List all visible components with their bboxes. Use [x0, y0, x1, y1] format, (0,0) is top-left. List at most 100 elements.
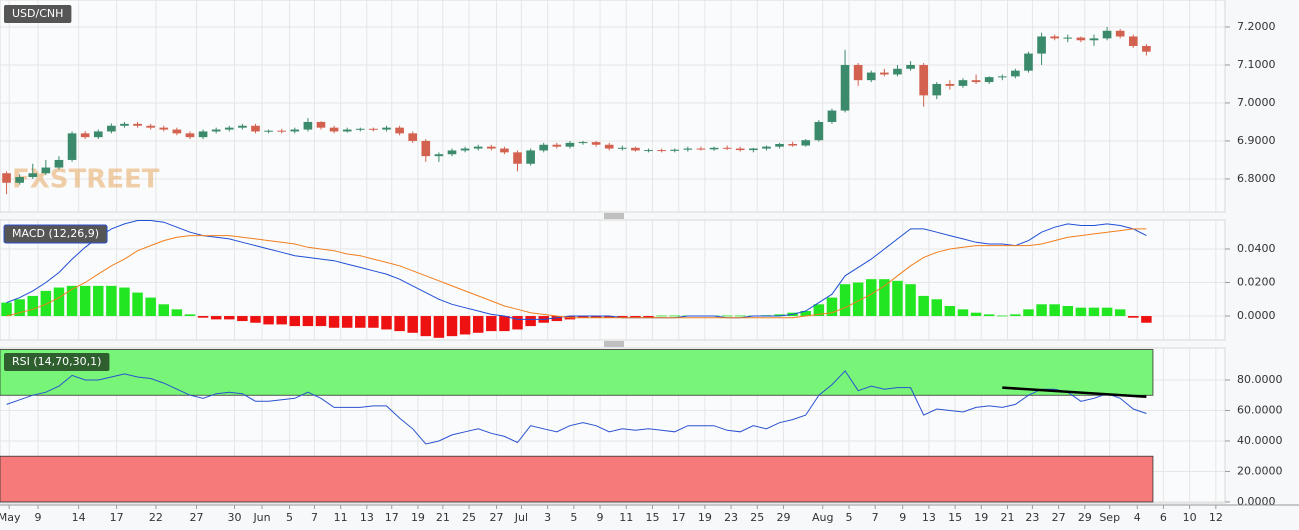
candle-body	[1089, 38, 1099, 41]
candle-body	[224, 127, 234, 130]
x-tick-label: Aug	[812, 511, 833, 524]
candle-body	[434, 154, 444, 157]
histogram-bar	[420, 316, 432, 337]
panel-title: USD/CNH	[4, 5, 72, 23]
histogram-bar	[66, 285, 78, 317]
x-tick-label: 23	[724, 511, 738, 524]
panel-title-box	[4, 5, 72, 23]
x-tick-label: 10	[1183, 511, 1197, 524]
histogram-bar	[499, 316, 510, 332]
histogram-bar	[27, 295, 38, 317]
candle-body	[958, 80, 968, 86]
histogram-bar	[1101, 307, 1113, 317]
candle-body	[853, 64, 863, 81]
candle-body	[775, 143, 784, 147]
histogram-bar	[905, 284, 916, 317]
candle-body	[1102, 30, 1112, 39]
histogram-bar	[1141, 316, 1152, 323]
x-tick-label: 29	[776, 511, 790, 524]
histogram-bar	[210, 316, 222, 320]
panel-title: RSI (14,70,30,1)	[4, 353, 110, 371]
candle-body	[919, 64, 928, 96]
histogram-bar	[721, 315, 733, 317]
candle-body	[159, 127, 169, 130]
y-tick-label: 80.0000	[1237, 373, 1283, 386]
histogram-bar	[472, 316, 484, 333]
histogram-bar	[446, 316, 458, 337]
candle-body	[342, 129, 352, 132]
histogram-bar	[40, 290, 52, 317]
candle-body	[408, 133, 418, 141]
histogram-bar	[79, 285, 91, 317]
candle-body	[1037, 36, 1046, 54]
candle-body	[395, 127, 404, 134]
candle-body	[1128, 36, 1138, 46]
candle-body	[971, 80, 981, 83]
x-tick-label: 23	[1025, 511, 1039, 524]
histogram-bar	[1088, 307, 1100, 317]
histogram-bar	[656, 315, 667, 317]
x-tick-label: 6	[1160, 511, 1167, 524]
histogram-bar	[315, 316, 327, 327]
candle-body	[631, 147, 640, 151]
candle-body	[382, 127, 391, 130]
x-tick-label: 11	[334, 511, 348, 524]
histogram-bar	[486, 316, 497, 332]
candle-body	[1115, 30, 1125, 37]
candle-body	[880, 72, 889, 75]
x-tick-label: 7	[311, 511, 318, 524]
histogram-bar	[250, 316, 261, 323]
y-tick-label: 0.0400	[1237, 242, 1276, 255]
histogram-bar	[1010, 314, 1021, 317]
x-tick-label: 21	[1001, 511, 1015, 524]
histogram-bar	[93, 285, 104, 317]
histogram-bar	[879, 279, 890, 317]
histogram-bar	[669, 315, 680, 317]
candle-body	[80, 133, 90, 138]
histogram-bar	[512, 316, 523, 330]
histogram-bar	[263, 316, 274, 325]
y-tick-label: 6.8000	[1237, 172, 1276, 185]
histogram-bar	[407, 316, 418, 333]
histogram-bar	[957, 309, 969, 317]
candle-body	[1063, 37, 1073, 39]
candle-body	[735, 148, 745, 151]
x-tick-label: 17	[110, 511, 124, 524]
panel-title-text: RSI (14,70,30,1)	[12, 355, 101, 368]
candle-body	[447, 150, 457, 155]
candle-body	[945, 83, 955, 86]
candle-body	[722, 147, 732, 149]
x-tick-label: 5	[570, 511, 577, 524]
x-tick-label: 25	[750, 511, 764, 524]
histogram-bar	[617, 316, 628, 318]
x-tick-label: 5	[845, 511, 852, 524]
trendline	[1002, 386, 1147, 399]
x-tick-label: 9	[597, 511, 604, 524]
candle-body	[526, 150, 535, 164]
candle-body	[670, 149, 680, 151]
candle-body	[316, 121, 326, 128]
candle-body	[683, 148, 693, 150]
x-tick-label: May	[0, 511, 21, 524]
x-tick-label: 21	[436, 511, 450, 524]
candle-body	[827, 110, 837, 122]
candle-body	[198, 131, 208, 138]
histogram-bar	[289, 316, 301, 327]
histogram-bar	[158, 304, 170, 317]
candle-body	[41, 167, 51, 174]
histogram-bar	[341, 316, 353, 328]
histogram-bar	[145, 297, 156, 317]
candle-body	[591, 142, 601, 145]
candle-body	[893, 68, 902, 75]
histogram-bar	[997, 315, 1008, 317]
histogram-bar	[826, 297, 838, 317]
x-tick-label: Jun	[252, 511, 270, 524]
histogram-bar	[630, 316, 641, 318]
histogram-bar	[224, 316, 235, 320]
candle-body	[984, 77, 994, 83]
x-tick-label: 4	[1134, 511, 1141, 524]
x-tick-label: 22	[149, 511, 163, 524]
candle-body	[473, 146, 483, 149]
histogram-bar	[302, 316, 314, 327]
y-tick-label: 60.0000	[1237, 403, 1283, 416]
